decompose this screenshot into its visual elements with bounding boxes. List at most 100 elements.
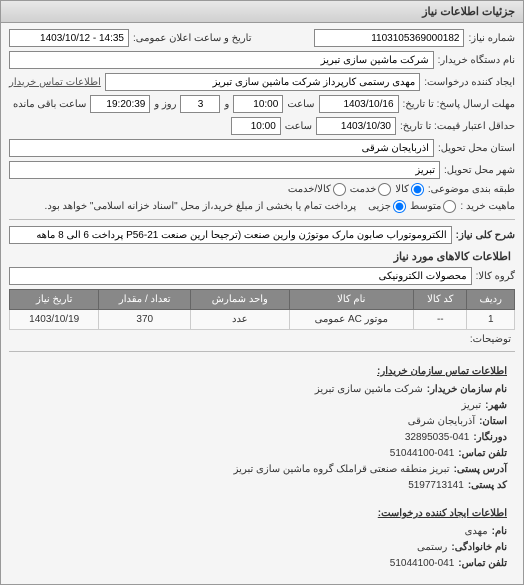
contact-creator-value: 51044100-041: [390, 556, 455, 572]
announce-input[interactable]: [9, 29, 129, 47]
deadline-time-label: ساعت: [287, 99, 314, 110]
contact-creator-line: نام: مهدی: [17, 524, 507, 540]
panel-body: شماره نیاز: تاریخ و ساعت اعلان عمومی: نا…: [1, 23, 523, 584]
contact-buyer-key: آدرس پستی:: [454, 462, 507, 478]
row-buyer-org: نام دستگاه خریدار:: [9, 51, 515, 69]
remaining-time-input[interactable]: [90, 95, 150, 113]
budget-radio-khadmat-text: خدمت: [350, 184, 377, 195]
contact-creator-line: نام خانوادگی:رستمی: [17, 540, 507, 556]
remaining-and-label: و: [224, 99, 229, 110]
contact-buyer-line: تلفن تماس:51044100-041: [17, 446, 507, 462]
row-number: شماره نیاز: تاریخ و ساعت اعلان عمومی:: [9, 29, 515, 47]
contact-creator-value: رستمی: [417, 540, 447, 556]
row-bid-validity: حداقل اعتبار قیمت: تا تاریخ: ساعت: [9, 117, 515, 135]
purchase-radio-medium-text: متوسط: [410, 201, 441, 212]
remaining-days-input[interactable]: [180, 95, 220, 113]
bid-validity-date-input[interactable]: [316, 117, 396, 135]
contact-creator-key: تلفن تماس:: [458, 556, 507, 572]
contact-buyer-value: آذربایجان شرقی: [408, 414, 475, 430]
contact-buyer-link[interactable]: اطلاعات تماس خریدار: [9, 77, 101, 88]
contact-buyer-value: 51044100-041: [390, 446, 455, 462]
remaining-days-label: روز و: [154, 99, 176, 110]
budget-radio-kala-text: کالا: [395, 184, 409, 195]
row-province: استان محل تحویل:: [9, 139, 515, 157]
contact-creator-key: نام:: [492, 524, 507, 540]
budget-radio-khadmat[interactable]: [378, 183, 391, 196]
th-qty: تعداد / مقدار: [99, 290, 191, 310]
row-creator: ایجاد کننده درخواست: اطلاعات تماس خریدار: [9, 73, 515, 91]
divider: [9, 219, 515, 220]
td-date: 1403/10/19: [10, 310, 99, 330]
group-label: گروه کالا:: [476, 271, 515, 282]
th-unit: واحد شمارش: [191, 290, 289, 310]
budget-radio-kala[interactable]: [411, 183, 424, 196]
td-qty: 370: [99, 310, 191, 330]
divider-2: [9, 351, 515, 352]
td-code: --: [414, 310, 467, 330]
group-input[interactable]: [9, 267, 472, 285]
subject-input[interactable]: [9, 226, 452, 244]
creator-input[interactable]: [105, 73, 420, 91]
contact-buyer-title: اطلاعات تماس سازمان خریدار:: [17, 364, 507, 380]
province-label: استان محل تحویل:: [438, 143, 515, 154]
items-table: ردیف کد کالا نام کالا واحد شمارش تعداد /…: [9, 289, 515, 330]
purchase-radio-partial[interactable]: [393, 200, 406, 213]
row-deadline: مهلت ارسال پاسخ: تا تاریخ: ساعت و روز و …: [9, 95, 515, 113]
city-label: شهر محل تحویل:: [444, 165, 515, 176]
deadline-date-input[interactable]: [319, 95, 399, 113]
budget-radio-khadmat-label[interactable]: خدمت: [350, 183, 392, 196]
contact-buyer-key: شهر:: [485, 398, 507, 414]
contact-buyer-value: تبریز منطقه صنعتی قراملک گروه ماشین سازی…: [234, 462, 450, 478]
deadline-time-input[interactable]: [233, 95, 283, 113]
buyer-org-label: نام دستگاه خریدار:: [438, 55, 515, 66]
subject-label: شرح کلی نیاز:: [456, 230, 515, 241]
row-group: گروه کالا:: [9, 267, 515, 285]
table-row: 1 -- موتور AC عمومی عدد 370 1403/10/19: [10, 310, 515, 330]
bid-validity-time-input[interactable]: [231, 117, 281, 135]
budget-type-label: طبقه بندی موضوعی:: [428, 184, 515, 195]
contact-creator-section: اطلاعات ایجاد کننده درخواست: نام: مهدینام…: [9, 500, 515, 578]
treasury-note: پرداخت تمام یا بخشی از مبلغ خرید،از محل …: [45, 201, 357, 212]
contact-buyer-section: اطلاعات تماس سازمان خریدار: نام سازمان خ…: [9, 358, 515, 500]
row-subject: شرح کلی نیاز:: [9, 226, 515, 244]
row-budget-type: طبقه بندی موضوعی: کالا خدمت کالا/خدمت: [9, 183, 515, 196]
budget-radio-both[interactable]: [333, 183, 346, 196]
budget-radio-kala-label[interactable]: کالا: [395, 183, 424, 196]
need-number-label: شماره نیاز:: [468, 33, 515, 44]
contact-creator-value: مهدی: [465, 524, 488, 540]
contact-buyer-line: دورنگار:32895035-041: [17, 430, 507, 446]
purchase-type-label: ماهیت خرید :: [460, 201, 515, 212]
city-input[interactable]: [9, 161, 440, 179]
purchase-radio-medium-label[interactable]: متوسط: [410, 200, 456, 213]
need-number-input[interactable]: [314, 29, 464, 47]
bid-validity-label: حداقل اعتبار قیمت: تا تاریخ:: [400, 121, 515, 132]
purchase-radio-partial-label[interactable]: جزیی: [368, 200, 406, 213]
footnote-label: توضیحات:: [9, 334, 515, 345]
purchase-radio-medium[interactable]: [443, 200, 456, 213]
th-date: تاریخ نیاز: [10, 290, 99, 310]
budget-radio-both-text: کالا/خدمت: [288, 184, 331, 195]
contact-buyer-line: شهر:تبریز: [17, 398, 507, 414]
contact-buyer-key: دورنگار:: [473, 430, 507, 446]
contact-buyer-key: استان:: [479, 414, 507, 430]
contact-creator-line: تلفن تماس:51044100-041: [17, 556, 507, 572]
contact-buyer-line: کد پستی:5197713141: [17, 478, 507, 494]
row-city: شهر محل تحویل:: [9, 161, 515, 179]
th-row: ردیف: [467, 290, 515, 310]
contact-buyer-line: نام سازمان خریدار:شرکت ماشین سازی تبریز: [17, 382, 507, 398]
contact-buyer-value: 5197713141: [408, 478, 464, 494]
table-header-row: ردیف کد کالا نام کالا واحد شمارش تعداد /…: [10, 290, 515, 310]
buyer-org-input[interactable]: [9, 51, 434, 69]
td-unit: عدد: [191, 310, 289, 330]
contact-creator-title: اطلاعات ایجاد کننده درخواست:: [17, 506, 507, 522]
contact-buyer-value: شرکت ماشین سازی تبریز: [315, 382, 423, 398]
details-panel: جزئیات اطلاعات نیاز شماره نیاز: تاریخ و …: [0, 0, 524, 585]
contact-buyer-line: آدرس پستی:تبریز منطقه صنعتی قراملک گروه …: [17, 462, 507, 478]
deadline-label: مهلت ارسال پاسخ: تا تاریخ:: [403, 99, 515, 110]
th-code: کد کالا: [414, 290, 467, 310]
budget-radio-both-label[interactable]: کالا/خدمت: [288, 183, 346, 196]
contact-creator-key: نام خانوادگی:: [451, 540, 507, 556]
purchase-radio-partial-text: جزیی: [368, 201, 391, 212]
province-input[interactable]: [9, 139, 434, 157]
td-name: موتور AC عمومی: [289, 310, 414, 330]
